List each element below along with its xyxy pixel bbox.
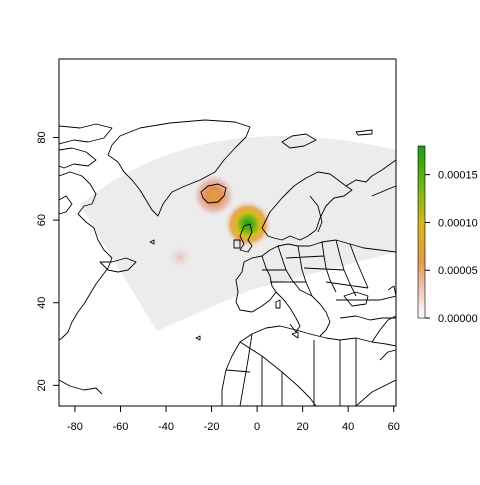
africa-outline: [221, 325, 396, 406]
greenland-outline: [107, 119, 251, 217]
x-tick-label: 40: [342, 421, 354, 433]
colorbar-gradient: [417, 145, 426, 319]
x-tick-label: -20: [204, 421, 220, 433]
british-isles-outline: [233, 223, 253, 253]
black-sea-outline: [343, 285, 396, 307]
x-tick-label: -80: [67, 421, 83, 433]
y-axis: 20 40 60 80: [36, 131, 60, 391]
colorbar-tick-label: 0.00005: [438, 265, 478, 277]
density-hotspots: [165, 173, 272, 272]
coastlines: [59, 119, 396, 406]
y-tick-label: 60: [36, 214, 48, 226]
med-islands-outline: [275, 299, 299, 339]
x-tick-label: -40: [158, 421, 174, 433]
hotspot-2: [165, 243, 194, 272]
x-axis: -80 -60 -40 -20 0 20 40 60: [67, 405, 400, 433]
colorbar-tick-label: 0.00015: [438, 170, 478, 182]
colorbar-ticks: 0.00000 0.00005 0.00010 0.00015: [425, 170, 478, 325]
middle-east-outline: [371, 315, 396, 361]
colorbar-tick-label: 0.00000: [438, 313, 478, 325]
scandinavia-outline: [261, 171, 353, 241]
russia-coast-outline: [345, 159, 396, 197]
x-tick-label: 60: [388, 421, 400, 433]
x-tick-label: -60: [113, 421, 129, 433]
x-tick-label: 0: [254, 421, 260, 433]
europe-outline: [235, 239, 396, 337]
map-layers: [59, 119, 396, 406]
hotspot-1: [191, 173, 236, 218]
svalbard-outline: [281, 129, 373, 149]
colorbar: 0.00000 0.00005 0.00010 0.00015: [417, 145, 478, 325]
atlantic-islands-outline: [149, 239, 201, 341]
y-tick-label: 20: [36, 379, 48, 391]
x-tick-label: 20: [297, 421, 309, 433]
y-tick-label: 40: [36, 297, 48, 309]
iceland-outline: [200, 183, 227, 204]
colorbar-tick-label: 0.00010: [438, 217, 478, 229]
north-america-outline: [59, 123, 137, 395]
y-tick-label: 80: [36, 131, 48, 143]
